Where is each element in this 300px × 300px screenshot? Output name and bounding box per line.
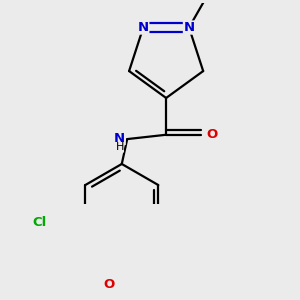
Text: O: O [206, 128, 217, 141]
Text: Cl: Cl [33, 216, 47, 230]
Text: N: N [114, 131, 125, 145]
Text: N: N [138, 21, 149, 34]
Text: H: H [116, 142, 124, 152]
Text: N: N [184, 21, 195, 34]
Text: O: O [103, 278, 114, 291]
